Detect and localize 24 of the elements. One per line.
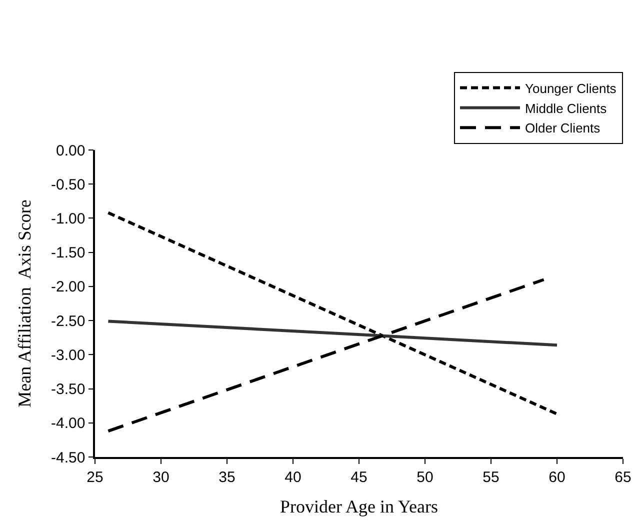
y-tick-label: -3.50: [51, 381, 86, 398]
y-tick-label: -2.50: [51, 312, 86, 330]
x-tick-label: 25: [86, 468, 104, 486]
y-tick-label: -1.50: [51, 244, 86, 262]
y-tick-label: -1.00: [51, 210, 86, 228]
y-tick-label: -4.00: [51, 415, 86, 432]
x-tick-label: 45: [350, 468, 368, 486]
legend-label: Older Clients: [525, 120, 601, 136]
legend-label: Middle Clients: [525, 100, 608, 116]
x-tick-label: 30: [152, 468, 170, 486]
x-tick-label: 60: [548, 468, 566, 486]
x-tick-label: 40: [284, 468, 302, 486]
legend-label: Younger Clients: [525, 80, 617, 96]
y-tick-label: -4.50: [51, 449, 86, 466]
y-tick-label: -3.00: [51, 346, 86, 364]
y-axis-title: Mean Affiliation Axis Score: [14, 200, 35, 408]
x-tick-label: 35: [218, 468, 236, 486]
x-tick-label: 50: [416, 468, 434, 486]
y-tick-label: -0.50: [51, 176, 86, 194]
x-tick-label: 55: [482, 468, 500, 486]
y-tick-label: -2.00: [51, 278, 86, 296]
x-tick-label: 65: [614, 468, 632, 486]
y-tick-label: 0.00: [56, 142, 86, 160]
x-axis-title: Provider Age in Years: [280, 496, 438, 516]
